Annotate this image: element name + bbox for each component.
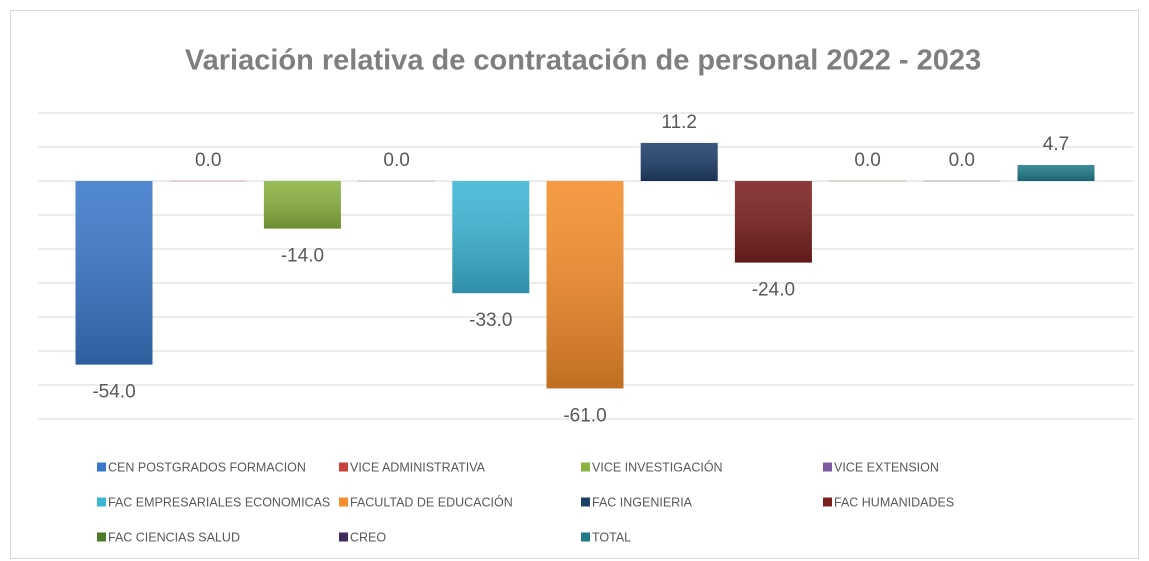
bar [829, 180, 907, 182]
data-label: 0.0 [195, 150, 221, 171]
legend-label: CREO [350, 530, 386, 544]
legend-swatch [339, 462, 348, 472]
data-label: 0.0 [949, 150, 975, 171]
legend-swatch [339, 497, 348, 507]
bar-shading [263, 181, 341, 229]
data-label: 0.0 [383, 150, 409, 171]
legend-label: FAC HUMANIDADES [834, 495, 954, 509]
bar-shading [640, 142, 718, 181]
legend-label: TOTAL [592, 530, 631, 544]
data-label: -24.0 [752, 280, 795, 301]
bar-shading [452, 181, 530, 294]
bar-shading [734, 181, 812, 263]
legend-label: VICE ADMINISTRATIVA [350, 460, 486, 474]
legend-label: FAC EMPRESARIALES ECONOMICAS [108, 495, 330, 509]
legend-swatch [97, 462, 106, 472]
legend-label: VICE EXTENSION [834, 460, 939, 474]
legend-label: FAC INGENIERIA [592, 495, 693, 509]
bar [358, 180, 436, 182]
legend-label: FAC CIENCIAS SALUD [108, 530, 240, 544]
legend-swatch [581, 532, 590, 542]
legend-swatch [823, 497, 832, 507]
legend-swatch [823, 462, 832, 472]
data-label: 4.7 [1043, 134, 1069, 155]
data-label: -14.0 [281, 246, 324, 267]
chart-title: Variación relativa de contratación de pe… [185, 45, 981, 77]
legend-swatch [97, 497, 106, 507]
data-label: -61.0 [563, 405, 606, 426]
legend-label: VICE INVESTIGACIÓN [592, 459, 723, 474]
data-label: -33.0 [469, 310, 512, 331]
data-label: 11.2 [661, 112, 697, 133]
legend-label: FACULTAD DE EDUCACIÓN [350, 494, 513, 509]
bar-shading [546, 181, 624, 389]
data-label: -54.0 [92, 382, 135, 403]
bar [923, 180, 1001, 182]
bar-shading [75, 181, 153, 365]
legend-swatch [581, 462, 590, 472]
legend-label: CEN POSTGRADOS FORMACION [108, 460, 306, 474]
legend-swatch [97, 532, 106, 542]
data-label: 0.0 [854, 150, 880, 171]
bar [169, 180, 247, 182]
legend-swatch [581, 497, 590, 507]
bar-shading [1017, 165, 1095, 181]
legend-swatch [339, 532, 348, 542]
